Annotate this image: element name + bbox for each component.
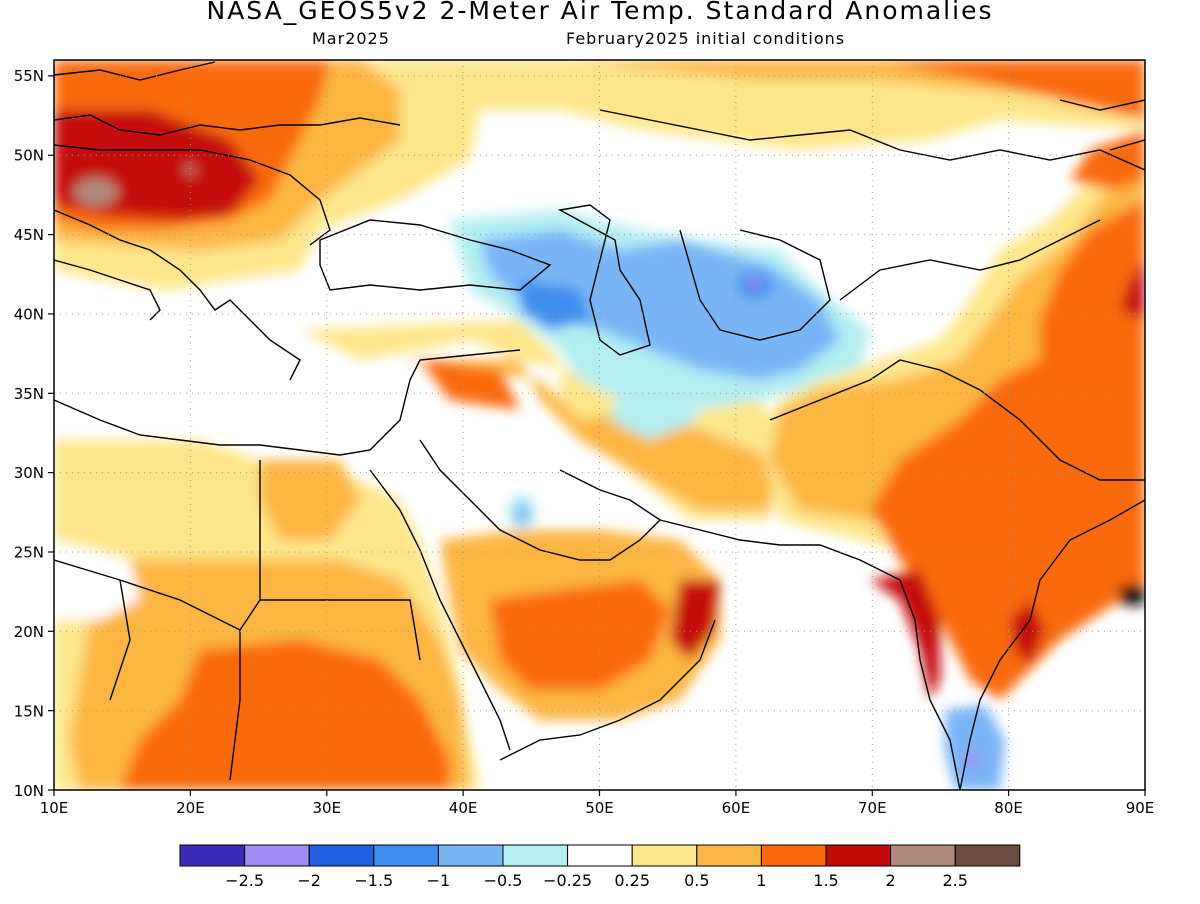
colorbar-swatch: [890, 844, 956, 867]
colorbar-label: 1.5: [813, 871, 838, 890]
x-tick-label: 80E: [994, 799, 1023, 817]
x-tick-labels: 10E 20E 30E 40E 50E 60E 70E 80E 90E: [40, 799, 1155, 817]
colorbar-label: −1.5: [354, 871, 393, 890]
coastlines: [54, 61, 1145, 790]
forecast-month: Mar2025: [312, 29, 390, 48]
colorbar-swatch: [567, 844, 633, 867]
y-tick-label: 30N: [14, 464, 44, 482]
x-tick-label: 10E: [40, 799, 69, 817]
axis-ticks: [48, 75, 1146, 796]
colorbar-swatch: [954, 844, 1021, 867]
colorbar-swatch: [437, 844, 504, 867]
y-tick-label: 40N: [14, 306, 44, 324]
colorbar-label: −2: [297, 871, 321, 890]
anomaly-field: [54, 60, 1145, 790]
x-tick-label: 20E: [176, 799, 205, 817]
colorbar-label: −0.5: [484, 871, 523, 890]
x-tick-label: 70E: [858, 799, 887, 817]
colorbar: −2.5 −2 −1.5 −1 −0.5 −0.25 0.25 0.5 1 1.5 2 2.5: [179, 844, 1021, 890]
colorbar-swatch: [179, 844, 246, 867]
colorbar-swatch: [502, 844, 569, 867]
x-tick-label: 90E: [1126, 799, 1155, 817]
x-tick-label: 60E: [722, 799, 751, 817]
colorbar-label: −0.25: [543, 871, 592, 890]
y-tick-label: 45N: [14, 226, 44, 244]
colorbar-swatch: [308, 844, 375, 867]
y-tick-label: 15N: [14, 703, 44, 721]
y-tick-label: 35N: [14, 385, 44, 403]
colorbar-label: −2.5: [225, 871, 264, 890]
colorbar-swatch: [244, 844, 310, 867]
colorbar-label: 1: [756, 871, 766, 890]
y-tick-label: 10N: [14, 782, 44, 800]
colorbar-swatch: [696, 844, 762, 867]
colorbar-swatch: [760, 844, 827, 867]
colorbar-label: 2: [886, 871, 896, 890]
colorbar-label: 0.25: [614, 871, 650, 890]
x-tick-label: 50E: [585, 799, 614, 817]
y-tick-label: 20N: [14, 623, 44, 641]
colorbar-label: 0.5: [684, 871, 709, 890]
colorbar-label: 2.5: [942, 871, 967, 890]
map-title: NASA_GEOS5v2 2-Meter Air Temp. Standard …: [206, 0, 994, 25]
y-tick-label: 55N: [14, 67, 44, 85]
y-tick-label: 25N: [14, 544, 44, 562]
colorbar-swatch: [373, 844, 439, 867]
x-tick-label: 40E: [449, 799, 478, 817]
y-tick-labels: 10N 15N 20N 25N 30N 35N 40N 45N 50N 55N: [14, 67, 44, 800]
colorbar-swatch: [825, 844, 892, 867]
initial-conditions-label: February2025 initial conditions: [566, 29, 846, 48]
y-tick-label: 50N: [14, 147, 44, 165]
x-tick-label: 30E: [313, 799, 342, 817]
colorbar-swatch: [631, 844, 698, 867]
colorbar-label: −1: [427, 871, 451, 890]
